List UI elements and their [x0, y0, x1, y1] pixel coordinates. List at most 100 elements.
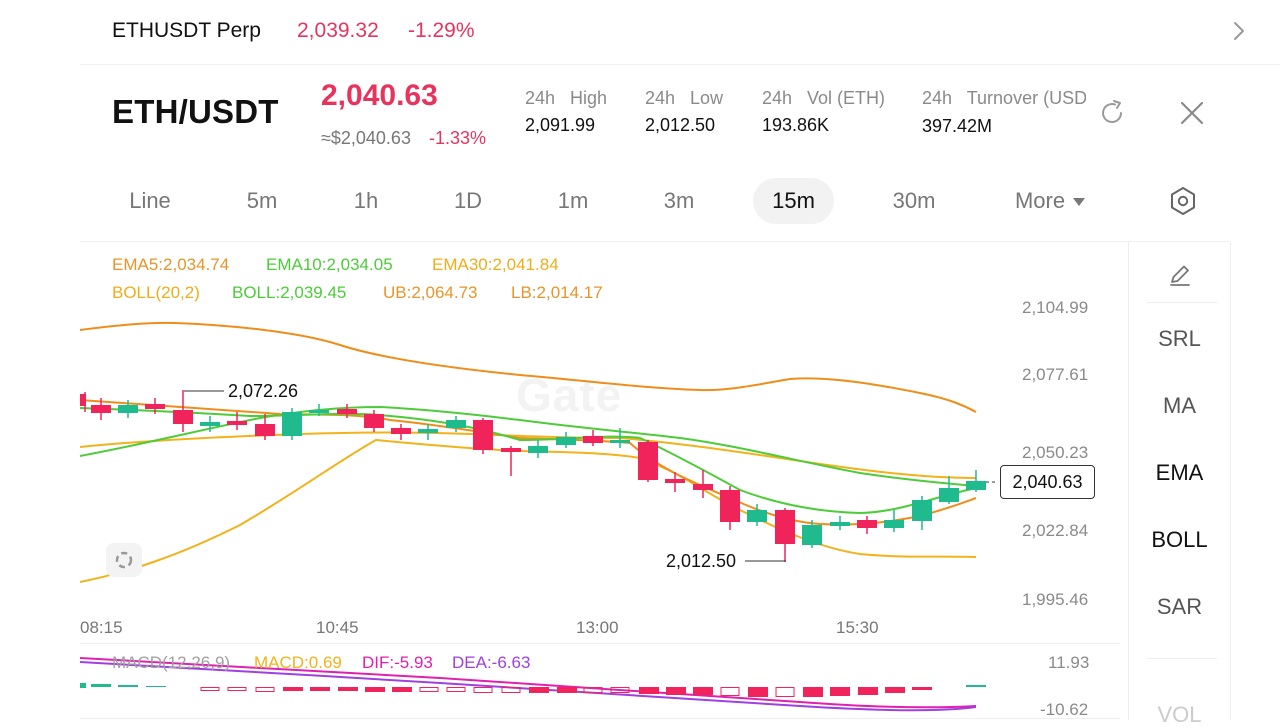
tab-1d[interactable]: 1D	[453, 188, 483, 213]
tab-30m[interactable]: 30m	[892, 188, 936, 213]
indicator-ema[interactable]: EMA	[1155, 460, 1204, 485]
candle	[939, 476, 959, 504]
candle	[473, 418, 493, 454]
tab-3m[interactable]: 3m	[663, 188, 695, 213]
candle	[528, 440, 548, 458]
legend-ema30: EMA30:2,041.84	[432, 255, 559, 274]
bollinger-lower-band	[79, 438, 977, 583]
candle	[255, 414, 275, 440]
ema5-line	[79, 399, 977, 526]
x-axis-label: 13:00	[576, 618, 619, 637]
divider	[1147, 658, 1217, 659]
tab-1m[interactable]: 1m	[557, 188, 589, 213]
candle	[693, 470, 713, 498]
stat-label: 24h Turnover (USDT)	[922, 88, 1086, 108]
macd-y-top: 11.93	[1048, 653, 1090, 672]
candle	[830, 516, 850, 530]
dif-line	[79, 657, 977, 709]
indicator-side-panel: SRL MA EMA BOLL SAR VOL	[1128, 242, 1231, 727]
divider	[80, 643, 1120, 644]
candle	[118, 400, 138, 418]
candlesticks	[80, 390, 986, 562]
macd-histogram	[80, 683, 986, 697]
candle	[227, 412, 247, 430]
low-price-label: 2,012.50	[666, 551, 737, 571]
price-chart[interactable]	[0, 0, 1128, 720]
candle	[884, 510, 904, 532]
indicator-srl[interactable]: SRL	[1158, 326, 1201, 351]
ema10-line	[79, 405, 977, 487]
macd-value: MACD:0.69	[254, 653, 342, 672]
change-percent: -1.33%	[429, 128, 487, 148]
contract-price: 2,039.32	[297, 19, 379, 42]
stat-low: 24h Low 2,012.50	[645, 88, 723, 136]
x-axis-label: 15:30	[836, 618, 879, 637]
candle	[857, 516, 877, 534]
y-axis-label: 1,995.46	[1022, 590, 1089, 609]
candle	[309, 404, 329, 416]
indicator-vol[interactable]: VOL	[1157, 702, 1202, 727]
stat-high: 24h High 2,091.99	[525, 88, 607, 136]
y-axis-label: 2,050.23	[1022, 443, 1089, 462]
tab-1h[interactable]: 1h	[353, 188, 379, 213]
indicator-ma[interactable]: MA	[1163, 393, 1196, 418]
stat-value: 397.42M	[922, 116, 993, 136]
candle	[556, 432, 576, 448]
dif-value: DIF:-5.93	[362, 653, 433, 672]
stat-label: 24h Low	[645, 88, 724, 108]
tab-15m[interactable]: 15m	[753, 178, 834, 224]
x-axis-label: 10:45	[316, 618, 359, 637]
y-axis-label: 2,104.99	[1022, 298, 1089, 317]
caret-down-icon	[1073, 198, 1086, 207]
close-icon[interactable]	[1176, 97, 1208, 129]
candle	[80, 392, 86, 412]
legend-boll: BOLL(20,2)	[112, 283, 200, 302]
candle	[446, 416, 466, 432]
candle	[418, 424, 438, 440]
stat-value: 2,091.99	[525, 115, 596, 135]
macd-y-bottom: -10.62	[1040, 700, 1089, 719]
candle	[91, 398, 111, 420]
bollinger-upper-band	[79, 321, 977, 413]
legend-lb: LB:2,014.17	[511, 283, 603, 302]
divider	[1147, 302, 1217, 303]
y-axis-label: 2,022.84	[1022, 521, 1089, 540]
candle	[145, 398, 165, 414]
candle	[665, 472, 685, 492]
tab-more[interactable]: More	[1000, 178, 1100, 224]
candle	[966, 470, 986, 492]
candle	[337, 404, 357, 418]
candle	[501, 446, 521, 476]
more-label: More	[1014, 188, 1066, 213]
top-bar[interactable]: ETHUSDT Perp 2,039.32 -1.29%	[0, 0, 1280, 64]
contract-change: -1.29%	[408, 19, 475, 42]
stat-value: 193.86K	[762, 115, 830, 135]
stat-value: 2,012.50	[645, 115, 716, 135]
settings-icon[interactable]	[1166, 184, 1200, 218]
chevron-right-icon[interactable]	[1226, 18, 1252, 44]
pencil-icon[interactable]	[1165, 260, 1195, 290]
contract-name: ETHUSDT Perp	[112, 19, 261, 42]
refresh-icon[interactable]	[1096, 97, 1128, 129]
candle	[610, 428, 630, 448]
x-axis-label: 08:15	[80, 618, 123, 637]
high-price-label: 2,072.26	[228, 381, 299, 401]
legend-ema5: EMA5:2,034.74	[112, 255, 230, 274]
current-price-callout: 2,040.63	[1000, 465, 1095, 499]
candle	[638, 440, 658, 482]
tab-5m[interactable]: 5m	[246, 188, 278, 213]
candle	[775, 508, 795, 562]
indicator-boll[interactable]: BOLL	[1151, 527, 1208, 552]
y-axis-label: 2,077.61	[1022, 365, 1089, 384]
tab-line[interactable]: Line	[129, 188, 171, 213]
stat-label: 24h High	[525, 88, 608, 108]
indicator-sar[interactable]: SAR	[1156, 594, 1203, 619]
stat-label: 24h Vol (ETH)	[762, 88, 886, 108]
stat-volume: 24h Vol (ETH) 193.86K	[762, 88, 885, 136]
candle	[802, 520, 822, 548]
stat-turnover: 24h Turnover (USDT) 397.42M	[922, 88, 1086, 137]
candle	[282, 408, 302, 440]
divider	[80, 241, 1230, 242]
chart-toggle-icon[interactable]	[106, 543, 142, 577]
macd-title: MACD(12,26,9)	[112, 653, 231, 672]
